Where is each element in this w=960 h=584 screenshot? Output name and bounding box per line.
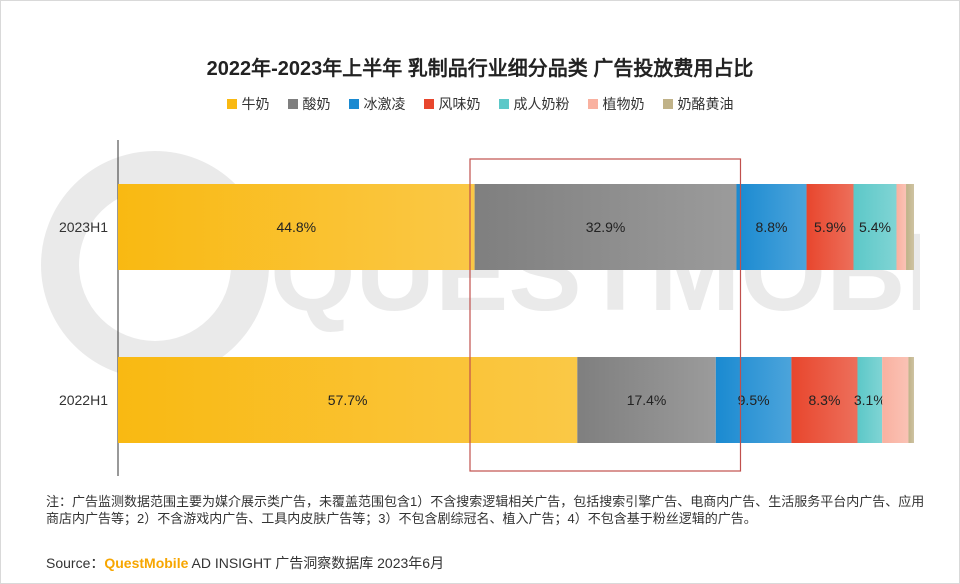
- legend: 牛奶 酸奶 冰激凌 风味奶 成人奶粉 植物奶 奶酪黄油: [0, 94, 960, 114]
- bar-segment: [715, 357, 792, 443]
- legend-item: 冰激凌: [348, 94, 406, 114]
- bar-segment: [118, 357, 578, 443]
- data-label: 57.7%: [328, 392, 368, 408]
- legend-item: 成人奶粉: [498, 94, 570, 114]
- data-label: 9.5%: [738, 392, 770, 408]
- bar-segment: [736, 184, 807, 270]
- y-tick-label: 2022H1: [59, 392, 108, 408]
- legend-swatch: [423, 99, 434, 109]
- highlight-box: [469, 158, 742, 472]
- legend-swatch: [226, 99, 237, 109]
- source-brand: QuestMobile: [104, 555, 189, 571]
- source-text: AD INSIGHT 广告洞察数据库 2023年6月: [188, 555, 445, 571]
- bar-segment: [882, 357, 909, 443]
- bar-segment: [474, 184, 737, 270]
- legend-item: 牛奶: [226, 94, 270, 114]
- legend-item: 风味奶: [423, 94, 481, 114]
- legend-label: 牛奶: [241, 96, 270, 112]
- chart-title: 2022年-2023年上半年 乳制品行业细分品类 广告投放费用占比: [206, 58, 754, 80]
- y-tick-label: 2023H1: [59, 219, 108, 235]
- legend-swatch: [287, 99, 298, 109]
- source-line: Source：QuestMobile AD INSIGHT 广告洞察数据库 20…: [46, 553, 444, 573]
- legend-swatch: [348, 99, 359, 109]
- legend-label: 成人奶粉: [513, 96, 570, 112]
- footnote: 注：广告监测数据范围主要为媒介展示类广告，未覆盖范围包含1）不含搜索逻辑相关广告…: [46, 494, 925, 526]
- legend-item: 植物奶: [587, 94, 645, 114]
- data-label: 5.4%: [859, 219, 891, 235]
- bar-segment: [577, 357, 716, 443]
- data-label: 8.3%: [808, 392, 840, 408]
- legend-label: 冰激凌: [363, 96, 406, 112]
- data-label: 17.4%: [627, 392, 667, 408]
- legend-label: 风味奶: [438, 96, 481, 112]
- bar-segment: [118, 184, 475, 270]
- bar-segment: [906, 184, 914, 270]
- data-label: 3.1%: [854, 392, 886, 408]
- bar-segment: [853, 184, 897, 270]
- legend-label: 酸奶: [302, 96, 331, 112]
- bar-segment: [908, 357, 914, 443]
- legend-item: 酸奶: [287, 94, 331, 114]
- legend-swatch: [498, 99, 509, 109]
- legend-swatch: [662, 99, 673, 109]
- bar-segment: [806, 184, 854, 270]
- legend-swatch: [587, 99, 598, 109]
- bar-segment: [896, 184, 907, 270]
- legend-label: 奶酪黄油: [677, 96, 734, 112]
- bar-segment: [857, 357, 883, 443]
- data-label: 8.8%: [756, 219, 788, 235]
- data-label: 44.8%: [276, 219, 316, 235]
- data-label: 5.9%: [814, 219, 846, 235]
- source-prefix: Source：: [46, 555, 105, 571]
- data-label: 32.9%: [586, 219, 626, 235]
- legend-item: 奶酪黄油: [662, 94, 734, 114]
- legend-label: 植物奶: [602, 96, 645, 112]
- bar-segment: [791, 357, 858, 443]
